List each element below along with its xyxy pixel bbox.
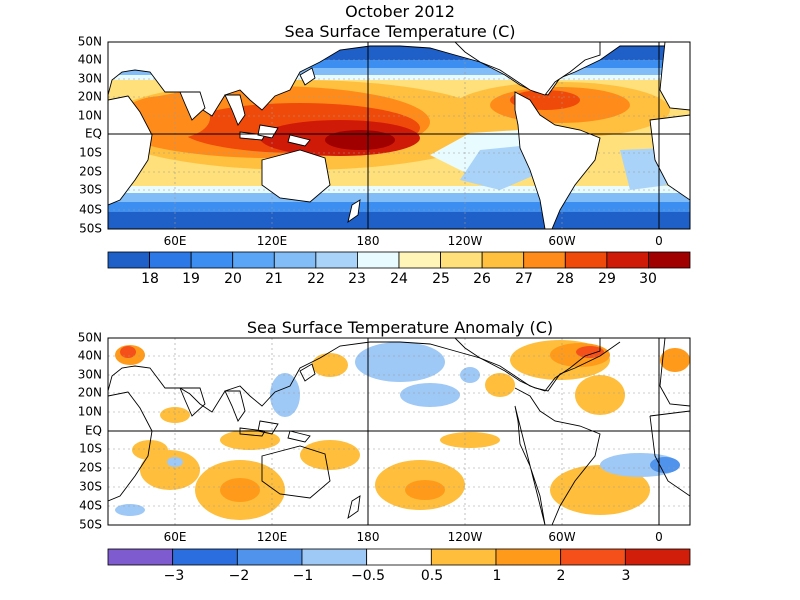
sst-lat-label: 50S [79, 222, 102, 236]
sst-lon-labels: 60E 120E 180 120W 60W 0 [164, 234, 663, 248]
anomaly-lon-label: 60W [548, 530, 575, 544]
anomaly-colorbar-label: 2 [557, 568, 566, 584]
sst-colorbar-label: 29 [598, 271, 616, 287]
sst-colorbar-label: 30 [639, 271, 657, 287]
sst-lat-label: 40N [78, 53, 102, 67]
sst-colorbar-swatch [232, 251, 275, 269]
sst-colorbar-label: 18 [141, 271, 159, 287]
anomaly-colorbar-swatch [495, 548, 562, 566]
anomaly-lat-label: 20N [78, 386, 102, 400]
sst-lat-label: 10N [78, 109, 102, 123]
sst-lat-label: 10S [79, 146, 102, 160]
anomaly-land [108, 338, 690, 525]
anomaly-colorbar-label: −3 [164, 568, 185, 584]
sst-lat-label: 20S [79, 165, 102, 179]
anomaly-colorbar-swatch [236, 548, 303, 566]
sst-lon-label: 180 [357, 234, 380, 248]
sst-colorbar-swatch [107, 251, 150, 269]
anomaly-colorbar-swatch [624, 548, 691, 566]
anomaly-lat-label: EQ [85, 424, 102, 438]
sst-lon-label: 0 [655, 234, 663, 248]
sst-colorbar-swatch [273, 251, 317, 269]
anomaly-lat-label: 50S [79, 518, 102, 532]
anomaly-lat-labels: 50N 40N 30N 20N 10N EQ 10S 20S 30S 40S 5… [78, 331, 102, 532]
sst-lat-label: 30N [78, 72, 102, 86]
sst-colorbar-swatch [190, 251, 234, 269]
sst-lat-label: 40S [79, 203, 102, 217]
sst-lon-label: 60W [548, 234, 575, 248]
sst-colorbar-swatch [606, 251, 649, 269]
anomaly-colorbar-label: 3 [622, 568, 631, 584]
sst-colorbar-label: 19 [182, 271, 200, 287]
sst-lon-label: 120W [448, 234, 483, 248]
anomaly-lat-label: 40N [78, 349, 102, 363]
period-title: October 2012 [345, 2, 455, 21]
anomaly-map-title: Sea Surface Temperature Anomaly (C) [247, 318, 553, 337]
anomaly-colorbar-swatch [560, 548, 626, 566]
anomaly-lat-label: 50N [78, 331, 102, 345]
anomaly-lon-label: 180 [357, 530, 380, 544]
anomaly-colorbar-label: −2 [229, 568, 250, 584]
anomaly-lon-label: 60E [164, 530, 187, 544]
sst-colorbar-swatch [398, 251, 441, 269]
sst-colorbar-label: 24 [390, 271, 408, 287]
anomaly-colorbar-label: 1 [493, 568, 502, 584]
sst-colorbar-swatch [357, 251, 400, 269]
anomaly-colorbar-label: 0.5 [421, 568, 443, 584]
sst-colorbar-label: 25 [432, 271, 450, 287]
sst-colorbar-swatch [149, 251, 192, 269]
sst-colorbar-swatch [564, 251, 608, 269]
anomaly-colorbar-swatch [366, 548, 432, 566]
sst-colorbar-label: 26 [473, 271, 491, 287]
sst-colorbar-label: 20 [224, 271, 242, 287]
sst-colorbar-label: 22 [307, 271, 325, 287]
anomaly-lat-label: 40S [79, 499, 102, 513]
sst-map-title: Sea Surface Temperature (C) [284, 22, 515, 41]
anomaly-lat-label: 10N [78, 405, 102, 419]
anomaly-lon-label: 0 [655, 530, 663, 544]
anomaly-lat-label: 20S [79, 461, 102, 475]
anomaly-colorbar [107, 548, 691, 566]
anomaly-colorbar-label: −0.5 [351, 568, 385, 584]
sst-colorbar-label: 28 [556, 271, 574, 287]
sst-lat-labels: 50N 40N 30N 20N 10N EQ 10S 20S 30S 40S 5… [78, 35, 102, 236]
anomaly-lat-label: 30S [79, 480, 102, 494]
anomaly-colorbar-swatch [301, 548, 368, 566]
sst-colorbar-swatch [523, 251, 566, 269]
sst-colorbar [107, 251, 691, 269]
anomaly-map: 50N 40N 30N 20N 10N EQ 10S 20S 30S 40S 5… [78, 331, 691, 584]
sst-lon-label: 60E [164, 234, 187, 248]
anomaly-lat-label: 30N [78, 368, 102, 382]
sst-lat-label: EQ [85, 127, 102, 141]
anomaly-colorbar-labels: −3 −2 −1 −0.5 0.5 1 2 3 [164, 568, 631, 584]
anomaly-lon-labels: 60E 120E 180 120W 60W 0 [164, 530, 663, 544]
anomaly-lat-label: 10S [79, 442, 102, 456]
sst-colorbar-label: 21 [265, 271, 283, 287]
sst-field [108, 42, 690, 229]
sst-lat-label: 50N [78, 35, 102, 49]
sst-colorbar-swatch [440, 251, 483, 269]
anomaly-gridlines [108, 338, 690, 525]
anomaly-colorbar-swatch [430, 548, 497, 566]
sst-map: 50N 40N 30N 20N 10N EQ 10S 20S 30S 40S 5… [78, 35, 691, 287]
sst-lat-label: 30S [79, 183, 102, 197]
anomaly-colorbar-swatch [107, 548, 174, 566]
anomaly-colorbar-label: −1 [293, 568, 314, 584]
anomaly-lon-label: 120E [257, 530, 288, 544]
anomaly-colorbar-swatch [172, 548, 238, 566]
sst-land [108, 42, 690, 229]
sst-colorbar-swatch [481, 251, 525, 269]
sst-lat-label: 20N [78, 90, 102, 104]
sst-colorbar-swatch [648, 251, 691, 269]
sst-colorbar-label: 23 [348, 271, 366, 287]
sst-lon-label: 120E [257, 234, 288, 248]
sst-colorbar-labels: 18 19 20 21 22 23 24 25 26 27 28 29 30 [141, 271, 657, 287]
anomaly-lon-label: 120W [448, 530, 483, 544]
sst-colorbar-label: 27 [515, 271, 533, 287]
sst-colorbar-swatch [315, 251, 358, 269]
